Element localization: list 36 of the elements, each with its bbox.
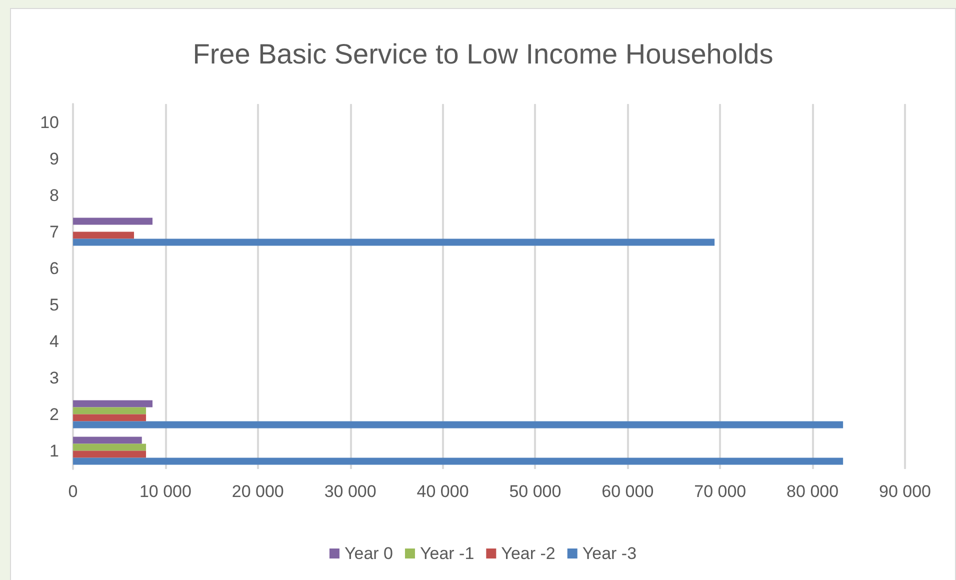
y-tick-label: 4 bbox=[50, 332, 59, 351]
legend-label: Year 0 bbox=[344, 544, 393, 563]
y-tick-label: 7 bbox=[50, 222, 59, 242]
bar bbox=[73, 421, 844, 428]
y-tick-label: 3 bbox=[50, 368, 59, 388]
bar bbox=[73, 232, 134, 239]
x-tick-label: 50 000 bbox=[509, 482, 562, 501]
y-tick-label: 5 bbox=[50, 295, 59, 314]
y-tick-label: 6 bbox=[50, 258, 59, 278]
bar bbox=[73, 414, 146, 422]
y-tick-label: 1 bbox=[50, 441, 59, 460]
bar bbox=[73, 458, 844, 465]
legend-label: Year -1 bbox=[420, 544, 474, 563]
x-tick-label: 30 000 bbox=[324, 482, 376, 501]
bar bbox=[73, 450, 146, 458]
legend-label: Year -2 bbox=[501, 544, 556, 563]
x-tick-label: 60 000 bbox=[602, 482, 654, 501]
bar bbox=[73, 400, 152, 408]
x-tick-label: 70 000 bbox=[694, 482, 746, 501]
x-tick-label: 0 bbox=[68, 482, 78, 501]
x-tick-label: 90 000 bbox=[879, 482, 931, 501]
x-tick-label: 20 000 bbox=[232, 482, 284, 501]
bar bbox=[73, 436, 142, 444]
y-tick-label: 9 bbox=[50, 149, 59, 168]
bar bbox=[73, 444, 146, 451]
y-tick-label: 10 bbox=[40, 112, 59, 132]
bar bbox=[73, 218, 152, 225]
x-tick-label: 10 000 bbox=[139, 482, 192, 501]
x-tick-label: 40 000 bbox=[416, 482, 469, 501]
chart-title: Free Basic Service to Low Income Households bbox=[192, 38, 774, 70]
bar bbox=[73, 238, 715, 246]
legend-label: Year -3 bbox=[582, 544, 637, 563]
x-tick-label: 80 000 bbox=[786, 482, 839, 501]
y-tick-label: 8 bbox=[50, 186, 59, 205]
bar bbox=[73, 407, 146, 414]
y-tick-label: 2 bbox=[50, 404, 59, 424]
